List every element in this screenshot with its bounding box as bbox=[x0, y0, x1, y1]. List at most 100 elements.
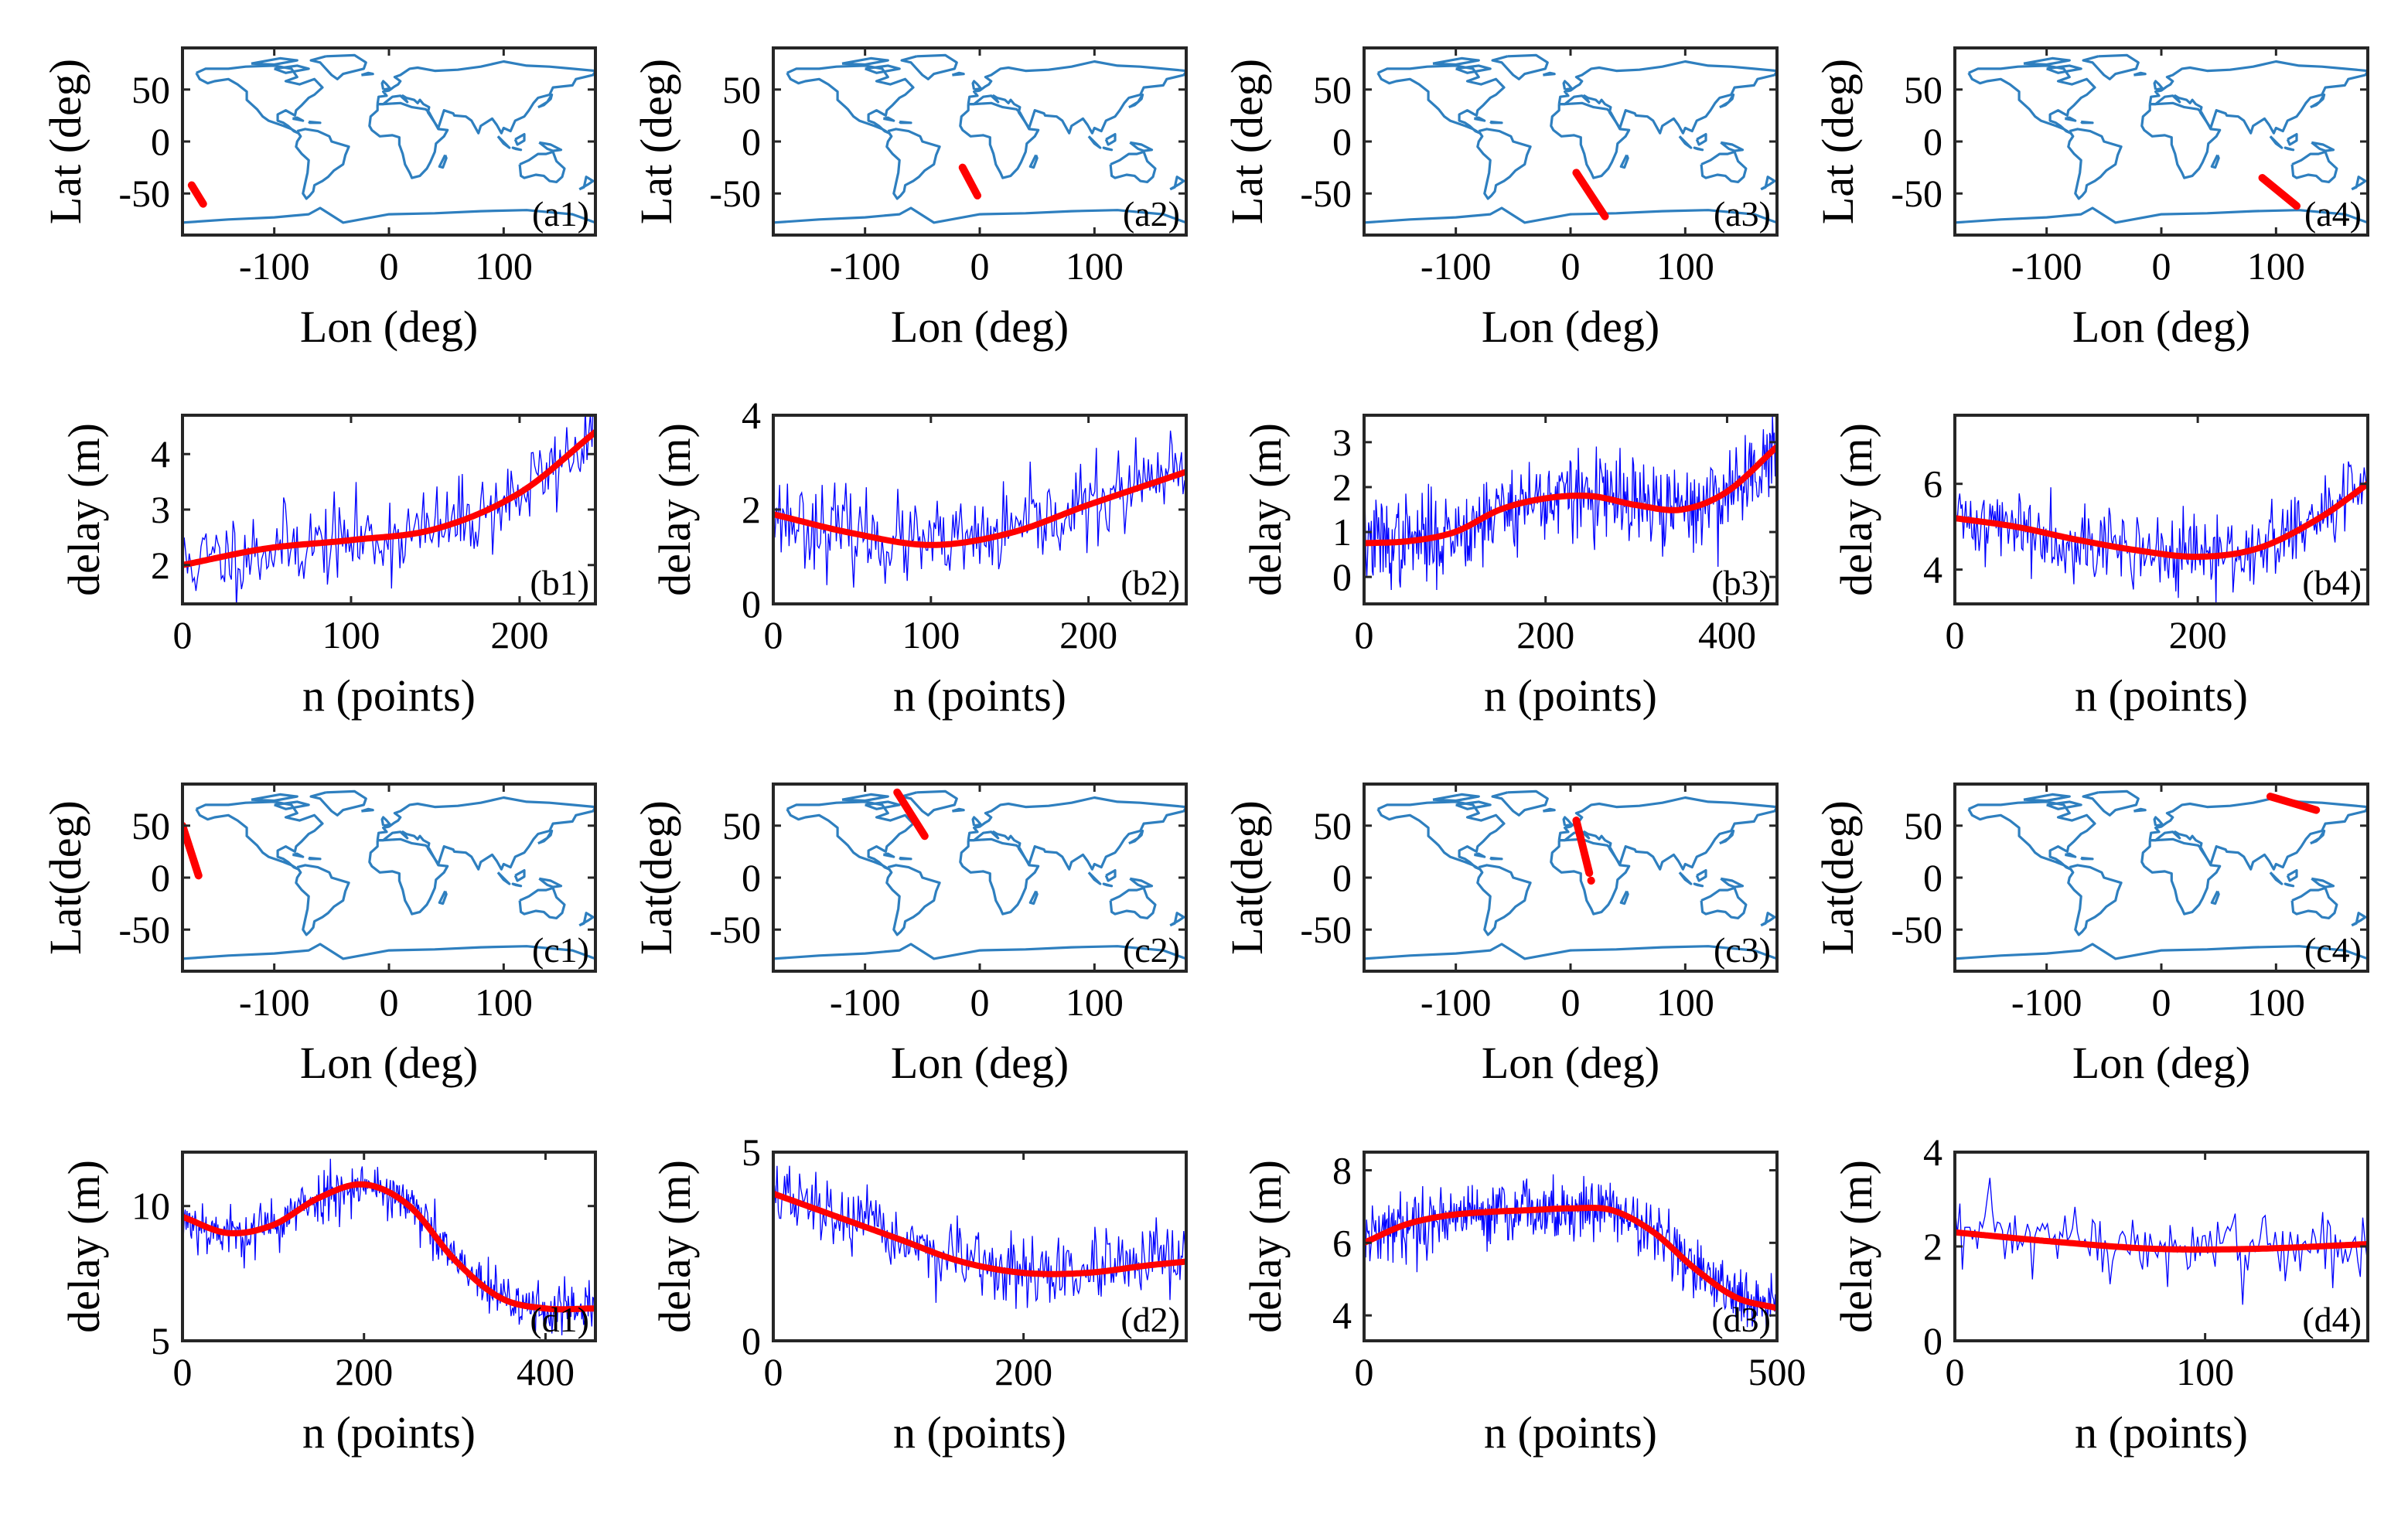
coastline bbox=[2067, 128, 2123, 200]
x-axis-label: Lon (deg) bbox=[891, 302, 1069, 352]
y-tick-label: -50 bbox=[709, 908, 761, 951]
coastline bbox=[951, 807, 965, 813]
x-axis-label: n (points) bbox=[1484, 1407, 1657, 1458]
x-axis-label: n (points) bbox=[302, 1407, 476, 1458]
axes-box bbox=[1363, 414, 1779, 605]
x-tick-label: 200 bbox=[2169, 613, 2227, 656]
y-axis-label: delay (m) bbox=[59, 423, 109, 596]
x-tick-label: 100 bbox=[475, 244, 533, 288]
y-tick-label: 4 bbox=[1923, 1130, 1942, 1174]
x-axis-label: Lon (deg) bbox=[300, 302, 478, 352]
coastline bbox=[195, 800, 324, 871]
coastline bbox=[368, 101, 449, 179]
y-tick-label: 0 bbox=[1923, 120, 1942, 163]
coastline bbox=[1476, 864, 1532, 936]
coastline bbox=[1967, 800, 2096, 871]
coastline bbox=[1700, 150, 1748, 183]
coastline bbox=[1693, 146, 1704, 152]
y-tick-label: 3 bbox=[1332, 421, 1352, 464]
y-axis-label: Lat(deg) bbox=[1813, 800, 1863, 955]
plot-area bbox=[182, 1158, 595, 1335]
coastline bbox=[380, 816, 392, 827]
fitted-delay-curve bbox=[773, 1190, 1186, 1277]
coastline bbox=[841, 56, 889, 66]
coastline bbox=[883, 852, 895, 858]
coastline bbox=[2140, 101, 2222, 179]
coastline bbox=[786, 64, 915, 135]
coastline bbox=[1720, 141, 1745, 152]
y-tick-label: 4 bbox=[742, 394, 761, 437]
coastline bbox=[438, 890, 448, 905]
coastline bbox=[865, 64, 901, 74]
coastline bbox=[773, 206, 1186, 224]
coastline bbox=[1169, 912, 1185, 927]
coastline bbox=[309, 53, 367, 80]
y-axis-label: delay (m) bbox=[59, 1160, 109, 1333]
coastline bbox=[2153, 80, 2164, 91]
x-tick-label: -100 bbox=[1421, 244, 1492, 288]
coastline bbox=[883, 116, 895, 122]
coastline bbox=[2310, 93, 2326, 109]
x-axis-label: Lon (deg) bbox=[891, 1038, 1069, 1088]
y-tick-label: 0 bbox=[151, 856, 170, 899]
x-tick-label: 100 bbox=[2176, 1350, 2234, 1393]
coastline bbox=[2210, 154, 2220, 169]
x-tick-label: 200 bbox=[335, 1350, 393, 1393]
coastline bbox=[1619, 890, 1629, 905]
y-axis-label: delay (m) bbox=[1831, 423, 1881, 596]
coastline bbox=[308, 856, 322, 861]
y-tick-label: -50 bbox=[1891, 172, 1942, 215]
x-tick-label: 100 bbox=[1066, 980, 1124, 1024]
coastline bbox=[1102, 146, 1114, 152]
coastline bbox=[538, 141, 563, 152]
panel-label: (b1) bbox=[530, 563, 589, 602]
x-tick-label: 0 bbox=[1561, 980, 1581, 1024]
coastline bbox=[1104, 869, 1117, 882]
panel-label: (b2) bbox=[1120, 563, 1180, 602]
y-tick-label: 5 bbox=[742, 1130, 761, 1174]
measured-delay-series bbox=[182, 415, 595, 604]
axes-box bbox=[181, 1151, 597, 1342]
x-tick-label: 400 bbox=[517, 1350, 575, 1393]
panel-label: (a1) bbox=[532, 194, 589, 234]
coastline bbox=[292, 116, 305, 122]
x-tick-label: -100 bbox=[2011, 980, 2082, 1024]
panel-label: (d3) bbox=[1711, 1300, 1771, 1339]
coastline bbox=[1562, 80, 1574, 91]
coastline bbox=[2290, 150, 2338, 183]
axes-box bbox=[1953, 414, 2369, 605]
x-tick-label: 200 bbox=[994, 1350, 1052, 1393]
plot-area bbox=[773, 53, 1186, 224]
coastline bbox=[2153, 816, 2164, 827]
ground-track bbox=[958, 163, 982, 199]
coastline bbox=[899, 120, 912, 124]
x-tick-label: -100 bbox=[830, 244, 901, 288]
y-tick-label: 0 bbox=[742, 120, 761, 163]
y-tick-label: 0 bbox=[742, 1319, 761, 1362]
coastline bbox=[971, 816, 983, 827]
y-tick-label: 0 bbox=[151, 120, 170, 163]
y-tick-label: -50 bbox=[1300, 908, 1352, 951]
coastline bbox=[2284, 882, 2295, 888]
panel-c1: -100 0 100 -50 0 50 Lon (deg) Lat(deg) (c1) bbox=[40, 783, 597, 1088]
panel-label: (d4) bbox=[2302, 1300, 2362, 1339]
coastline bbox=[1455, 800, 1492, 810]
coastline bbox=[885, 864, 941, 936]
panel-c4: -100 0 100 -50 0 50 Lon (deg) Lat(deg) (c4) bbox=[1813, 783, 2369, 1088]
panel-d1: 0 200 400 5 10 n (points) delay (m) (d1) bbox=[59, 1151, 597, 1458]
coastline bbox=[959, 837, 1040, 916]
x-tick-label: 100 bbox=[322, 613, 380, 656]
coastline bbox=[2311, 141, 2335, 152]
coastline bbox=[251, 793, 298, 803]
coastline bbox=[1376, 64, 1506, 135]
plot-area bbox=[182, 53, 595, 224]
x-tick-label: 100 bbox=[902, 613, 960, 656]
y-axis-label: delay (m) bbox=[1831, 1160, 1881, 1333]
coastline bbox=[518, 150, 566, 183]
measured-delay-series bbox=[773, 430, 1186, 588]
coastline bbox=[1489, 856, 1503, 861]
y-tick-label: -50 bbox=[1891, 908, 1942, 951]
y-axis-label: Lat (deg) bbox=[1813, 59, 1863, 224]
x-axis-label: n (points) bbox=[893, 1407, 1066, 1458]
panel-label: (d2) bbox=[1120, 1300, 1180, 1339]
